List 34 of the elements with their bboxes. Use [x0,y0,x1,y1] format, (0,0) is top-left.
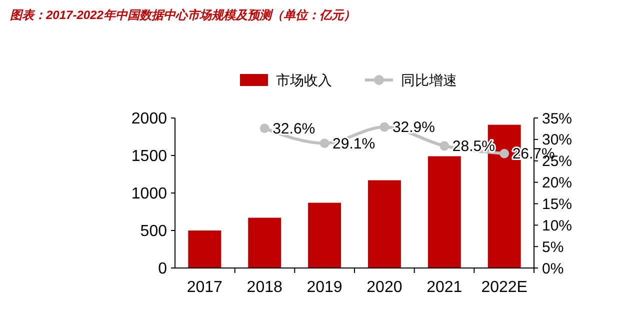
y-tick-label: 500 [140,223,168,240]
x-tick-label: 2020 [366,279,402,296]
y-tick-label: 2000 [131,110,168,128]
point [500,148,510,158]
bar [248,218,282,268]
bar [368,180,401,268]
y2-tick-label: 15% [542,196,572,213]
bar [188,230,222,268]
x-tick-label: 2019 [306,279,342,296]
point [260,124,270,133]
y2-tick-label: 20% [542,174,572,192]
y2-tick-label: 5% [542,238,564,256]
y2-tick-label: 0% [542,260,564,278]
chart-title: 图表：2017-2022年中国数据中心市场规模及预测（单位：亿元） [10,8,356,22]
data-label: 29.1% [332,135,376,152]
legend-label: 市场收入 [276,72,332,88]
legend-label: 同比增速 [401,72,457,88]
y2-tick-label: 35% [542,110,572,128]
point [380,122,390,132]
bar [308,202,342,268]
data-label: 32.9% [392,119,436,136]
x-tick-label: 2021 [426,279,462,296]
data-label: 32.6% [272,120,316,138]
y2-tick-label: 30% [542,132,572,149]
x-tick-label: 2018 [246,279,282,296]
point [320,138,330,148]
x-tick-label: 2017 [186,279,223,296]
bar [428,156,461,268]
x-tick-label: 2022E [481,279,528,296]
y-tick-label: 1000 [131,186,168,203]
point [440,141,450,151]
y-tick-label: 0 [158,260,168,278]
y-tick-label: 1500 [131,148,168,166]
y2-tick-label: 10% [542,217,572,234]
